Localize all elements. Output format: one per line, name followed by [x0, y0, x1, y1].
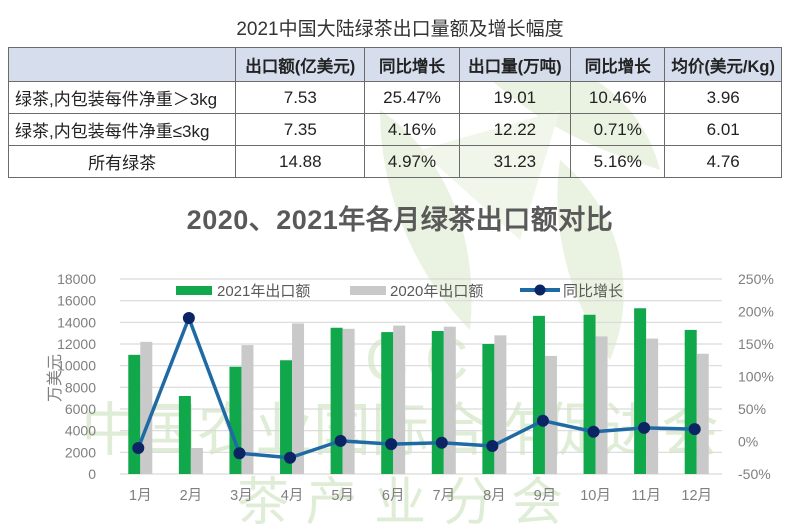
table-header-row: 出口额(亿美元) 同比增长 出口量(万吨) 同比增长 均价(美元/Kg) — [7, 47, 782, 82]
row-label: 所有绿茶 — [7, 145, 237, 178]
bar-2021 — [482, 344, 495, 474]
y2-tick-label: 150% — [738, 336, 774, 352]
x-tick-label: 3月 — [230, 488, 253, 504]
y-tick-label: 6000 — [65, 401, 96, 417]
growth-marker — [486, 440, 499, 453]
bar-2020 — [646, 338, 659, 474]
table-cell: 7.35 — [235, 113, 366, 146]
bar-2021 — [381, 332, 394, 474]
bar-2020 — [494, 335, 507, 474]
bar-2020 — [595, 336, 608, 474]
legend-label-2021: 2021年出口额 — [217, 283, 310, 300]
growth-marker — [587, 425, 600, 438]
y2-tick-label: 0% — [738, 434, 758, 450]
y-tick-label: 2000 — [65, 444, 96, 460]
growth-marker — [385, 438, 398, 451]
bar-2020 — [292, 323, 305, 474]
table-cell: 25.47% — [364, 81, 460, 114]
x-tick-label: 12月 — [681, 488, 712, 504]
table-header-cell: 同比增长 — [364, 47, 460, 82]
bar-2021 — [431, 331, 444, 474]
table-title: 2021中国大陆绿茶出口量额及增长幅度 — [236, 19, 564, 40]
left-axis-ticks: 0 2000 4000 6000 8000 10000 12000 14000 16000 180… — [57, 271, 96, 482]
y2-tick-label: 250% — [738, 271, 774, 287]
right-axis-ticks: -50% 0% 50% 100% 150% 200% 250% — [738, 271, 774, 482]
bar-2020 — [342, 328, 355, 474]
legend-swatch-2020-icon — [350, 286, 386, 295]
x-tick-label: 9月 — [534, 488, 557, 504]
growth-line-series — [132, 312, 701, 464]
bar-2021 — [128, 354, 141, 474]
x-tick-label: 7月 — [433, 488, 456, 504]
growth-marker — [132, 442, 145, 454]
y-tick-label: 4000 — [65, 423, 96, 439]
growth-marker — [182, 312, 195, 324]
growth-marker — [536, 414, 549, 427]
legend-label-growth: 同比增长 — [563, 283, 623, 300]
x-tick-label: 6月 — [382, 488, 405, 504]
bar-2021 — [532, 315, 545, 474]
bar-2020 — [393, 325, 406, 474]
bar-2021 — [280, 360, 293, 474]
bar-2020 — [696, 353, 709, 474]
y-tick-label: 14000 — [57, 314, 96, 330]
y-tick-label: 8000 — [65, 379, 96, 395]
growth-line — [136, 316, 695, 460]
row-label: 绿茶,内包装每件净重≤3kg — [7, 113, 237, 146]
y2-tick-label: 200% — [738, 304, 774, 320]
y-tick-label: 0 — [88, 466, 96, 482]
y-tick-label: 10000 — [57, 358, 96, 374]
bar-2020 — [544, 355, 557, 474]
x-tick-label: 1月 — [129, 488, 152, 504]
x-tick-label: 10月 — [580, 488, 611, 504]
x-tick-label: 2月 — [180, 488, 203, 504]
table-cell: 14.88 — [235, 145, 366, 178]
y-tick-label: 16000 — [57, 293, 96, 309]
y2-tick-label: -50% — [738, 466, 771, 482]
bar-2021 — [583, 314, 596, 474]
table-cell: 6.01 — [664, 113, 782, 146]
bar-2021 — [634, 308, 647, 474]
growth-marker — [233, 447, 246, 460]
y2-tick-label: 50% — [738, 401, 766, 417]
legend-label-2020: 2020年出口额 — [390, 283, 483, 300]
x-axis-ticks: 1月 2月 3月 4月 5月 6月 7月 8月 9月 10月 11月 12月 — [129, 488, 712, 504]
bar-2021 — [684, 329, 697, 474]
x-tick-label: 5月 — [331, 488, 354, 504]
bar-2020 — [241, 345, 254, 474]
bar-2020 — [443, 326, 456, 474]
table-cell: 7.53 — [235, 81, 366, 114]
x-tick-label: 8月 — [483, 488, 506, 504]
x-tick-label: 4月 — [281, 488, 304, 504]
legend-marker-icon — [534, 284, 546, 296]
growth-marker — [284, 451, 297, 464]
bar-2021 — [178, 396, 191, 474]
growth-marker — [435, 436, 448, 449]
bar-2020 — [190, 448, 203, 474]
growth-marker — [688, 423, 701, 436]
legend: 2021年出口额 2020年出口额 同比增长 — [176, 283, 623, 300]
bar-2021 — [330, 327, 343, 474]
y-tick-label: 18000 — [57, 271, 96, 287]
y-tick-label: 12000 — [57, 336, 96, 352]
legend-swatch-2021-icon — [176, 286, 212, 295]
growth-marker — [334, 434, 347, 447]
bar-2020 — [140, 341, 153, 474]
growth-marker — [638, 421, 651, 434]
table-header-cell: 均价(美元/Kg) — [664, 47, 782, 82]
y2-tick-label: 100% — [738, 369, 774, 385]
x-tick-label: 11月 — [631, 488, 661, 504]
table-cell: 4.76 — [664, 145, 782, 178]
y-axis-label: 万美元 — [46, 354, 64, 402]
table-header-cell — [7, 47, 237, 82]
